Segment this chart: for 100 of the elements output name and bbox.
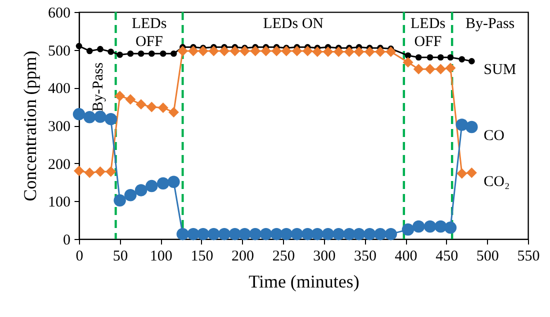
point (260, 46, 272, 56)
point (238, 228, 251, 240)
point (170, 50, 177, 57)
point (219, 46, 230, 56)
point (374, 46, 386, 57)
point (374, 228, 386, 240)
point (114, 90, 126, 102)
point (86, 48, 93, 54)
point (148, 50, 155, 57)
point (281, 46, 292, 56)
point (354, 46, 364, 57)
annotation: LEDs OFF (132, 16, 167, 50)
point (466, 120, 478, 134)
point (114, 194, 126, 207)
point (271, 46, 282, 56)
point (106, 166, 116, 177)
point (322, 46, 334, 57)
point (444, 222, 457, 234)
point (302, 46, 313, 56)
point (134, 184, 148, 196)
point (292, 46, 302, 56)
point (435, 64, 446, 74)
annotation: By-Pass (465, 16, 515, 32)
x-tick-label: 300 (313, 248, 336, 264)
point (364, 228, 376, 240)
point (412, 220, 425, 233)
point (74, 166, 84, 176)
point (322, 228, 334, 240)
point (270, 228, 283, 240)
y-axis-title: Concentration (ppm) (20, 50, 40, 202)
point (413, 64, 424, 74)
point (415, 54, 422, 61)
series-label: CO₂ (484, 174, 510, 190)
point (177, 46, 188, 56)
annotation: LEDs ON (263, 16, 324, 32)
point (104, 112, 117, 126)
point (208, 228, 220, 240)
point (249, 228, 262, 240)
annotation: By-Pass (90, 62, 106, 112)
point (146, 180, 158, 192)
series-label: SUM (484, 62, 516, 78)
point (127, 50, 134, 57)
y-tick-label: 100 (48, 194, 70, 211)
x-tick-label: 350 (354, 248, 376, 264)
point (447, 54, 454, 61)
point (97, 46, 104, 52)
point (332, 228, 345, 240)
point (94, 110, 106, 123)
point (426, 54, 434, 61)
point (260, 228, 272, 240)
point (445, 62, 456, 74)
x-tick-label: 500 (476, 248, 499, 264)
point (352, 228, 366, 240)
point (138, 50, 144, 57)
point (125, 94, 136, 105)
y-tick-label: 600 (48, 6, 70, 22)
point (468, 58, 475, 64)
point (402, 57, 414, 68)
point (176, 228, 189, 240)
point (466, 168, 477, 178)
y-tick-label: 400 (48, 81, 70, 98)
point (116, 52, 123, 58)
point (458, 56, 466, 62)
x-tick-label: 400 (394, 248, 418, 264)
point (386, 46, 396, 57)
point (402, 223, 414, 236)
point (344, 46, 354, 57)
x-axis-title: Time (minutes) (248, 272, 360, 292)
x-tick-label: 100 (150, 248, 172, 264)
point (108, 48, 114, 55)
x-tick-label: 550 (517, 248, 540, 264)
point (364, 46, 375, 57)
point (208, 46, 219, 56)
point (158, 102, 168, 113)
point (424, 64, 436, 74)
point (72, 108, 86, 120)
x-tick-label: 450 (436, 248, 458, 264)
point (312, 46, 323, 57)
point (230, 46, 240, 56)
point (239, 46, 250, 56)
point (250, 46, 261, 56)
point (83, 111, 96, 124)
point (333, 46, 344, 57)
y-tick-label: 200 (48, 156, 70, 173)
x-tick-label: 250 (272, 248, 295, 264)
point (384, 228, 397, 240)
annotation: LEDs OFF (410, 16, 446, 50)
point (76, 42, 82, 50)
x-tick-label: 50 (112, 248, 128, 264)
y-tick-label: 300 (48, 119, 70, 135)
point (94, 166, 106, 177)
point (84, 168, 95, 178)
point (311, 228, 324, 240)
x-tick-label: 150 (190, 248, 214, 264)
point (124, 189, 137, 202)
point (168, 176, 180, 188)
point (196, 228, 210, 240)
point (280, 228, 292, 240)
point (437, 54, 444, 61)
x-tick-label: 0 (76, 248, 84, 264)
